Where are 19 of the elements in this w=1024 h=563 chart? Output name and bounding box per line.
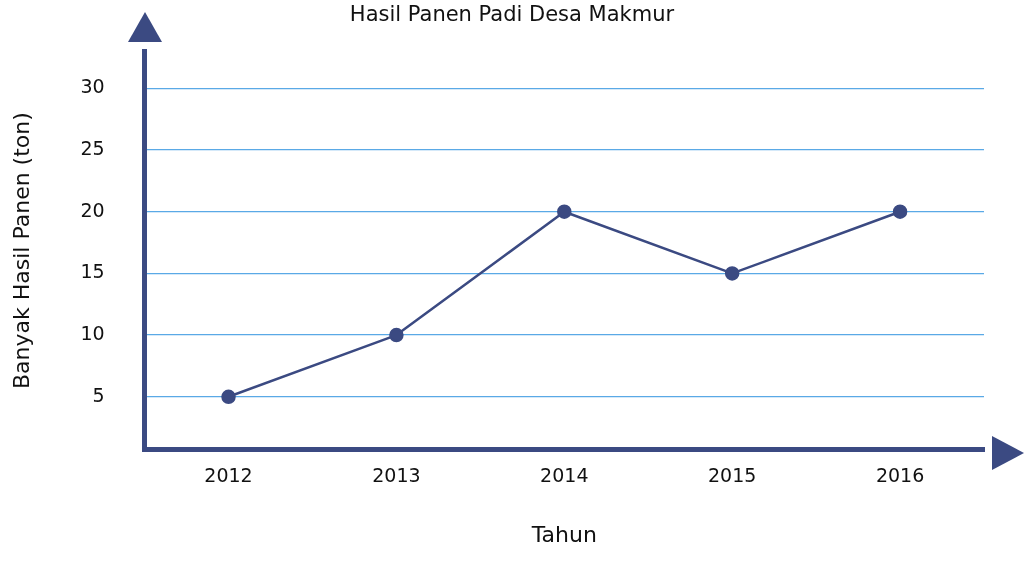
x-tick-label: 2012 bbox=[204, 464, 253, 487]
point bbox=[389, 327, 404, 343]
point bbox=[892, 204, 908, 219]
y-tick-label: 5 bbox=[92, 383, 105, 406]
y-tick-label: 30 bbox=[80, 75, 105, 98]
y-tick-label: 20 bbox=[80, 198, 105, 221]
y-tick-label: 15 bbox=[80, 260, 105, 283]
x-axis-title: Tahun bbox=[530, 521, 597, 547]
x-tick-label: 2013 bbox=[372, 464, 421, 487]
point bbox=[724, 266, 740, 281]
x-tick-label: 2014 bbox=[540, 464, 589, 487]
y-tick-label: 25 bbox=[80, 137, 105, 160]
point bbox=[557, 204, 572, 219]
point bbox=[221, 389, 236, 405]
x-tick-label: 2016 bbox=[875, 464, 925, 487]
y-tick-label: 10 bbox=[80, 322, 105, 345]
x-tick-label: 2015 bbox=[707, 464, 757, 487]
y-axis-title: Banyak Hasil Panen (ton) bbox=[8, 112, 34, 390]
chart-title: Hasil Panen Padi Desa Makmur bbox=[348, 2, 676, 26]
